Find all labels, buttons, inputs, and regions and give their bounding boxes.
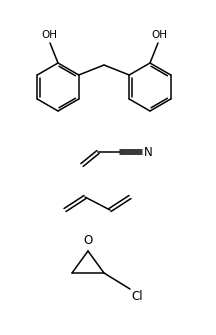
Text: Cl: Cl <box>131 290 143 303</box>
Text: OH: OH <box>151 30 167 40</box>
Text: O: O <box>83 234 93 247</box>
Text: OH: OH <box>41 30 57 40</box>
Text: N: N <box>144 145 153 158</box>
